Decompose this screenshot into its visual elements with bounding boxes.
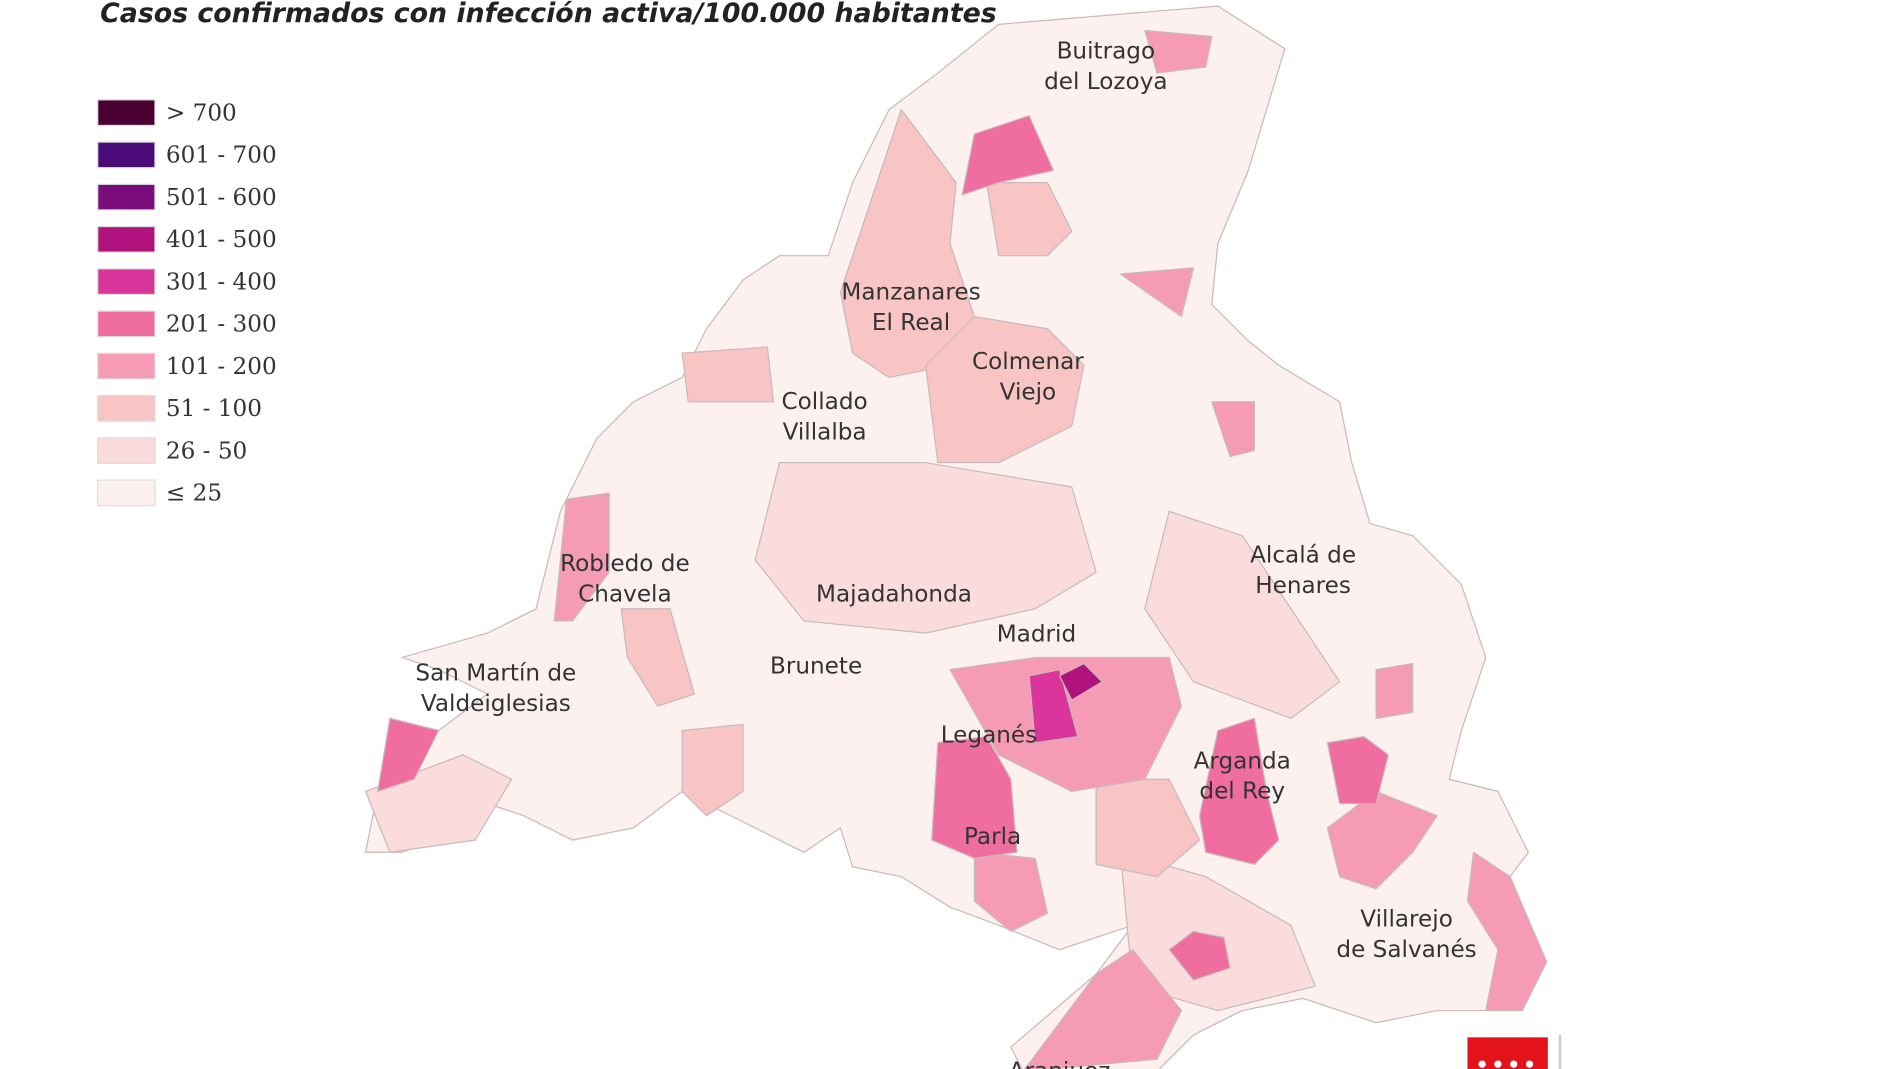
municipality — [377, 717, 440, 793]
place-label: Buitrago — [1057, 38, 1156, 64]
legend-swatch — [97, 479, 156, 507]
place-label: Robledo de — [560, 551, 690, 577]
logo-star — [1478, 1060, 1486, 1068]
municipality — [985, 182, 1073, 257]
legend-swatch — [97, 310, 156, 338]
legend-label: 501 - 600 — [166, 185, 277, 211]
municipality — [1024, 949, 1182, 1069]
municipality — [1168, 930, 1231, 981]
place-label: Parla — [964, 824, 1021, 850]
legend-swatch — [97, 437, 156, 465]
municipality — [553, 492, 610, 622]
place-label: de Salvanés — [1336, 937, 1476, 963]
municipality — [961, 115, 1055, 196]
legend-label: 401 - 500 — [166, 227, 277, 253]
place-label: del Lozoya — [1044, 69, 1167, 95]
place-label: El Real — [872, 310, 950, 336]
legend-label: 601 - 700 — [166, 143, 277, 169]
place-label: Manzanares — [841, 280, 980, 306]
place-label: del Rey — [1199, 779, 1285, 805]
place-label: Colmenar — [972, 349, 1084, 375]
place-label: Aranjuez — [1009, 1059, 1111, 1069]
legend-label: 51 - 100 — [166, 396, 262, 422]
municipality — [1211, 401, 1255, 458]
municipality — [681, 346, 775, 403]
logo-star — [1510, 1060, 1518, 1068]
municipality — [973, 851, 1049, 933]
place-label: Valdeiglesias — [421, 691, 571, 717]
municipality — [1375, 662, 1414, 719]
logo — [1467, 1034, 1562, 1069]
place-label: Collado — [782, 389, 868, 415]
legend-swatch — [97, 352, 156, 380]
municipality — [1198, 717, 1280, 866]
place-label: Villarejo — [1360, 907, 1453, 933]
municipality — [1028, 669, 1079, 744]
municipality — [681, 723, 744, 817]
municipality — [925, 315, 1085, 464]
logo-star — [1494, 1060, 1502, 1068]
place-label: San Martín de — [415, 661, 576, 687]
place-label: Brunete — [770, 653, 862, 679]
logo-star — [1525, 1060, 1534, 1068]
municipality — [1058, 662, 1103, 701]
legend-label: 301 - 400 — [166, 269, 277, 295]
legend-label: 201 - 300 — [166, 312, 277, 338]
place-label: Alcalá de — [1250, 543, 1356, 569]
municipality — [1144, 510, 1341, 719]
place-label: Viejo — [1000, 379, 1057, 405]
legend-label: > 700 — [166, 100, 237, 126]
legend-label: 26 - 50 — [166, 438, 247, 464]
place-label: Chavela — [578, 581, 671, 607]
place-label: Henares — [1255, 573, 1351, 599]
municipality — [1326, 736, 1389, 805]
municipality — [931, 736, 1018, 859]
legend-swatch — [97, 99, 156, 127]
municipality — [620, 608, 695, 707]
place-label: Villalba — [783, 420, 867, 446]
legend-swatch — [97, 394, 156, 422]
place-label: Leganés — [941, 723, 1037, 749]
municipality — [1144, 29, 1213, 74]
municipality — [1095, 778, 1201, 878]
regions — [364, 5, 1548, 1069]
legend-swatch — [97, 141, 156, 169]
legend-label: ≤ 25 — [166, 481, 222, 507]
municipality — [754, 462, 1097, 634]
place-label: Madrid — [997, 622, 1076, 648]
map-title: Casos confirmados con infección activa/1… — [100, 0, 997, 29]
place-label: Arganda — [1194, 748, 1291, 774]
legend-label: 101 - 200 — [166, 354, 277, 380]
legend-swatch — [97, 183, 156, 211]
place-label: Majadahonda — [816, 581, 972, 607]
legend-swatch — [97, 268, 156, 296]
municipality — [1466, 851, 1548, 1012]
legend-swatch — [97, 225, 156, 253]
municipality — [1119, 267, 1195, 318]
